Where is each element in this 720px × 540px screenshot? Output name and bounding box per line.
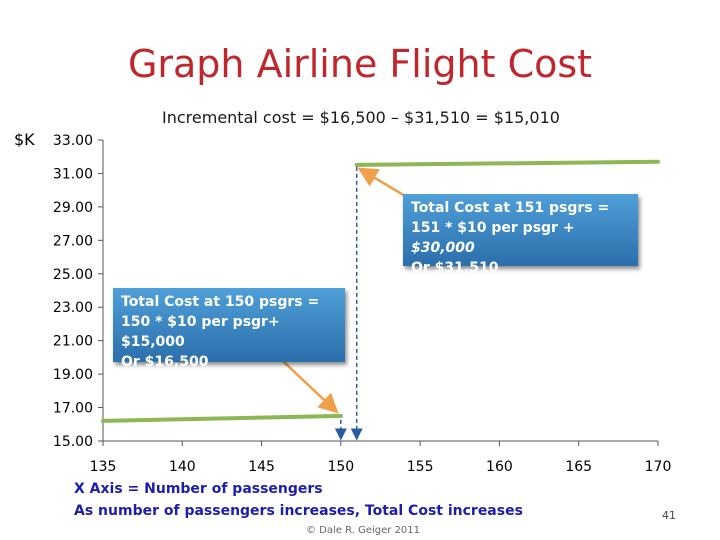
series-line-1 (101, 413, 343, 423)
chart-subtitle: Incremental cost = $16,500 – $31,510 = $… (162, 108, 560, 127)
callout-151-fixed-cost: $30,000 (411, 240, 475, 256)
x-tick-label: 160 (486, 459, 513, 475)
y-tick-label: 27.00 (53, 233, 93, 249)
series-line-2 (354, 159, 660, 167)
callout-151-line1: Total Cost at 151 psgrs = (411, 200, 610, 216)
x-tick-label: 155 (407, 459, 434, 475)
x-tick-label: 140 (169, 459, 196, 475)
callout-151-line3: Or $31,510 (411, 260, 499, 276)
chart-note: As number of passengers increases, Total… (74, 503, 523, 519)
x-tick-label: 170 (645, 459, 672, 475)
y-tick-label: 25.00 (53, 267, 93, 283)
callout-total-cost-150: Total Cost at 150 psgrs = 150 * $10 per … (113, 288, 345, 370)
y-tick-label: 31.00 (53, 166, 93, 182)
x-tick-label: 145 (248, 459, 275, 475)
x-axis-label: X Axis = Number of passengers (74, 481, 323, 497)
callout-151-line2-text: 151 * $10 per psgr + (411, 220, 575, 236)
copyright-text: © Dale R. Geiger 2011 (306, 525, 420, 536)
y-axis-label: $K (14, 130, 35, 149)
y-tick-label: 21.00 (53, 334, 93, 350)
y-tick-label: 33.00 (53, 133, 93, 149)
x-tick-label: 135 (90, 459, 117, 475)
x-tick-label: 150 (327, 459, 354, 475)
y-tick-label: 15.00 (53, 434, 93, 450)
callout-total-cost-151: Total Cost at 151 psgrs = 151 * $10 per … (403, 194, 638, 276)
y-tick-label: 19.00 (53, 367, 93, 383)
callout-151-line2: 151 * $10 per psgr + $30,000 (411, 218, 630, 258)
y-tick-label: 17.00 (53, 401, 93, 417)
callout-150-line2: 150 * $10 per psgr+ $15,000 (121, 314, 280, 350)
x-tick-label: 165 (565, 459, 592, 475)
chart-title: Graph Airline Flight Cost (127, 42, 593, 86)
callout-arrow-150 (273, 352, 339, 414)
y-tick-label: 23.00 (53, 300, 93, 316)
callout-150-line3: Or $16,500 (121, 354, 209, 370)
callout-150-line1: Total Cost at 150 psgrs = (121, 294, 320, 310)
y-tick-label: 29.00 (53, 200, 93, 216)
page-number: 41 (662, 509, 676, 522)
